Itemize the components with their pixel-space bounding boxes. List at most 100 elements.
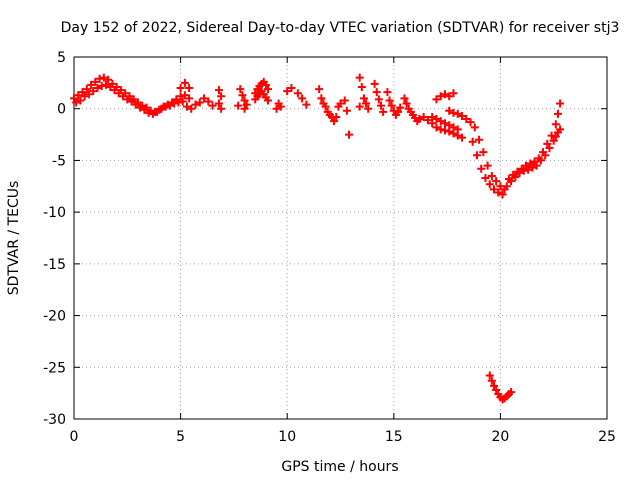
data-point xyxy=(110,86,119,95)
data-point xyxy=(182,102,191,111)
data-point xyxy=(556,99,565,108)
data-point xyxy=(234,101,243,110)
data-point xyxy=(332,112,341,121)
data-point xyxy=(547,131,556,140)
data-point xyxy=(494,188,503,197)
data-point xyxy=(170,99,179,108)
data-point xyxy=(242,100,251,109)
data-point xyxy=(355,73,364,82)
data-point xyxy=(187,104,196,113)
data-point xyxy=(445,92,454,101)
data-point xyxy=(415,115,424,124)
data-point xyxy=(200,94,209,103)
data-point xyxy=(180,91,189,100)
data-point xyxy=(428,112,437,121)
data-point xyxy=(379,107,388,116)
data-point xyxy=(472,151,481,160)
data-point xyxy=(72,98,81,107)
x-axis-label: GPS time / hours xyxy=(281,459,398,475)
y-tick-label: -10 xyxy=(43,205,66,221)
x-tick-label: 5 xyxy=(176,429,185,445)
data-point xyxy=(264,96,273,105)
data-point xyxy=(440,90,449,99)
data-point xyxy=(549,136,558,145)
data-point xyxy=(321,102,330,111)
data-point xyxy=(477,164,486,173)
data-point xyxy=(240,104,249,113)
data-point xyxy=(507,388,516,397)
data-point xyxy=(387,101,396,110)
data-point xyxy=(340,96,349,105)
data-point xyxy=(492,177,501,186)
data-point xyxy=(432,115,441,124)
y-tick-label: -5 xyxy=(52,153,66,169)
x-tick-label: 25 xyxy=(598,429,616,445)
data-point xyxy=(490,381,499,390)
data-point xyxy=(536,156,545,165)
data-point xyxy=(157,104,166,113)
data-point xyxy=(298,94,307,103)
data-point xyxy=(462,115,471,124)
data-point xyxy=(362,99,371,108)
data-point xyxy=(458,111,467,120)
x-tick-label: 15 xyxy=(385,429,403,445)
data-point xyxy=(485,371,494,380)
data-point xyxy=(543,139,552,148)
data-point xyxy=(104,75,113,84)
data-point xyxy=(445,106,454,115)
grid xyxy=(74,57,607,419)
data-point xyxy=(144,108,153,117)
data-point xyxy=(93,84,102,93)
data-point xyxy=(264,85,273,94)
data-point xyxy=(97,81,106,90)
data-point xyxy=(389,106,398,115)
data-point xyxy=(432,95,441,104)
data-point xyxy=(528,163,537,172)
data-point xyxy=(440,126,449,135)
data-point xyxy=(276,102,285,111)
data-point xyxy=(532,161,541,170)
data-points xyxy=(70,73,565,404)
data-point xyxy=(551,120,560,129)
data-point xyxy=(492,386,501,395)
data-point xyxy=(513,167,522,176)
data-point xyxy=(191,100,200,109)
data-point xyxy=(330,117,339,126)
data-point xyxy=(475,135,484,144)
data-point xyxy=(119,92,128,101)
data-point xyxy=(402,99,411,108)
data-point xyxy=(370,79,379,88)
chart-title: Day 152 of 2022, Sidereal Day-to-day VTE… xyxy=(61,20,620,36)
data-point xyxy=(357,82,366,91)
data-point xyxy=(114,89,123,98)
data-point xyxy=(91,77,100,86)
data-point xyxy=(509,170,518,179)
data-point xyxy=(127,97,136,106)
data-point xyxy=(556,125,565,134)
data-point xyxy=(466,118,475,127)
data-point xyxy=(87,80,96,89)
data-point xyxy=(372,88,381,97)
data-point xyxy=(445,127,454,136)
data-point xyxy=(302,100,311,109)
data-point xyxy=(377,101,386,110)
data-point xyxy=(180,78,189,87)
data-point xyxy=(315,85,324,94)
data-point xyxy=(490,185,499,194)
data-point xyxy=(317,94,326,103)
data-point xyxy=(287,84,296,93)
data-point xyxy=(208,101,217,110)
data-point xyxy=(89,87,98,96)
data-point xyxy=(423,116,432,125)
data-point xyxy=(374,95,383,104)
data-point xyxy=(78,88,87,97)
data-point xyxy=(101,80,110,89)
data-point xyxy=(400,94,409,103)
data-point xyxy=(131,100,140,109)
data-point xyxy=(551,132,560,141)
data-point xyxy=(359,94,368,103)
data-point xyxy=(504,175,513,184)
data-point xyxy=(498,190,507,199)
data-point xyxy=(485,180,494,189)
